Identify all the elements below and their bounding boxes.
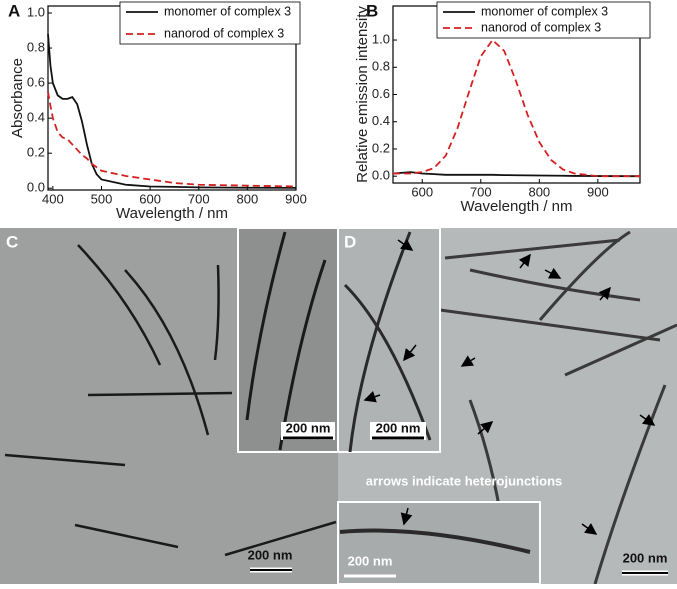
x-tick-label: 600 [411, 184, 433, 199]
y-tick-label: 0.4 [372, 113, 390, 128]
y-axis-title: Absorbance [9, 58, 26, 138]
y-tick-label: 0.2 [372, 140, 390, 155]
series-line [392, 171, 641, 178]
panel-label: D [344, 232, 356, 251]
legend-label: monomer of complex 3 [164, 4, 291, 18]
scale-bar-label: 200 nm [376, 420, 421, 435]
y-tick-label: 0.0 [372, 168, 390, 183]
scale-bar-label: 200 nm [623, 550, 668, 565]
x-tick-label: 800 [528, 184, 550, 199]
y-tick-label: 0.0 [27, 180, 45, 195]
x-tick-label: 500 [91, 191, 113, 206]
legend-box [119, 1, 301, 45]
scale-bar-label: 200 nm [286, 420, 331, 435]
y-tick-label: 0.4 [27, 110, 45, 125]
series-line [47, 91, 297, 188]
scale-bar-label: 200 nm [348, 553, 393, 568]
panel-label: B [366, 1, 378, 20]
series-line [393, 38, 640, 178]
panel-label: C [6, 232, 18, 251]
series-line [47, 33, 297, 189]
micrograph-d: D 200 nm arrows indicate heterojunctions… [337, 227, 677, 585]
x-tick-label: 700 [188, 191, 210, 206]
x-tick-label: 900 [587, 184, 609, 199]
y-tick-label: 0.8 [27, 39, 45, 54]
y-axis-title: Relative emission intensity [354, 6, 371, 183]
y-tick-label: 0.2 [27, 145, 45, 160]
x-tick-label: 800 [237, 191, 259, 206]
legend-label: monomer of complex 3 [481, 4, 608, 18]
legend-label: nanorod of complex 3 [164, 26, 284, 40]
panel-label: A [8, 1, 20, 20]
x-tick-label: 600 [139, 191, 161, 206]
legend-box [436, 1, 651, 39]
legend-label: nanorod of complex 3 [481, 20, 601, 34]
y-tick-label: 0.6 [372, 86, 390, 101]
y-tick-label: 0.8 [372, 59, 390, 74]
y-tick-label: 1.0 [372, 31, 390, 46]
x-tick-label: 700 [470, 184, 492, 199]
x-axis-title: Wavelength / nm [461, 198, 573, 215]
y-tick-label: 1.0 [27, 4, 45, 19]
micrograph-c: C 200 nm 200 nm [0, 227, 339, 584]
x-tick-label: 400 [42, 191, 64, 206]
x-axis-title: Wavelength / nm [116, 205, 228, 222]
y-tick-label: 0.6 [27, 75, 45, 90]
x-tick-label: 900 [285, 191, 307, 206]
annotation: arrows indicate heterojunctions [366, 473, 563, 488]
scale-bar-label: 200 nm [248, 547, 293, 562]
